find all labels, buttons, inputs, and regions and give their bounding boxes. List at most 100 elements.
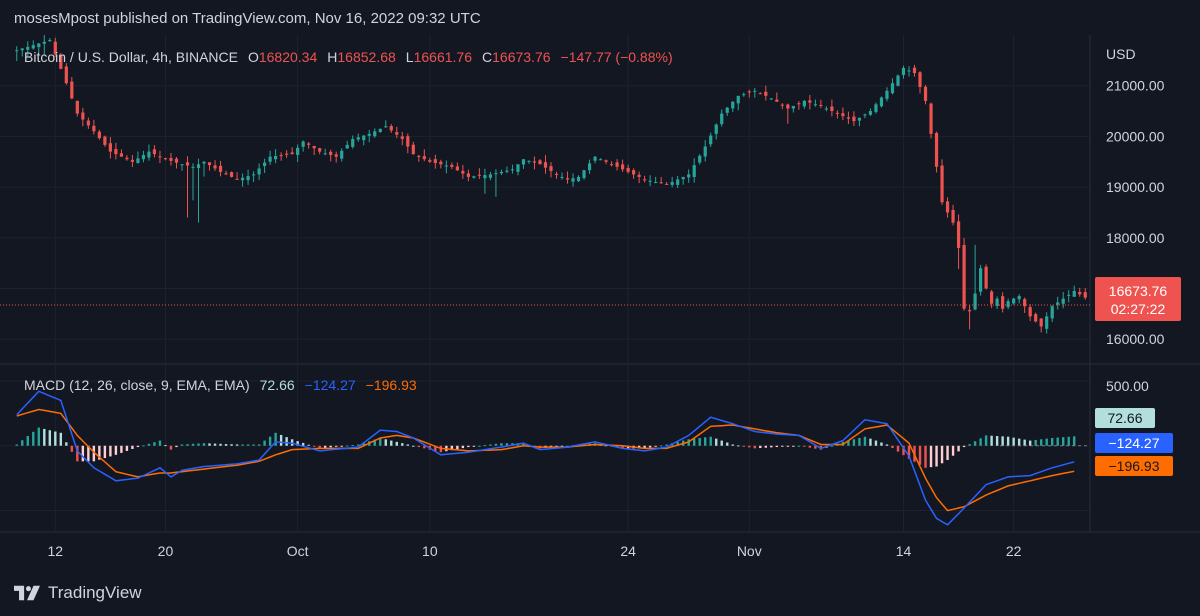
- candle-body: [758, 93, 762, 95]
- candle-body: [312, 145, 316, 149]
- macd-badge: [1095, 433, 1173, 453]
- time-tick: 20: [158, 543, 174, 559]
- candle-body: [665, 183, 669, 185]
- publish-info: mosesMpost published on TradingView.com,…: [14, 10, 481, 27]
- macd-histogram-bar: [693, 438, 696, 446]
- candle-body: [461, 170, 465, 174]
- candle-body: [202, 161, 206, 164]
- candle-body: [180, 164, 184, 166]
- candle-body: [472, 176, 476, 178]
- macd-histogram-bar: [329, 445, 332, 448]
- macd-histogram-bar: [125, 445, 129, 451]
- macd-histogram-bar: [1023, 439, 1026, 446]
- candle-body: [351, 138, 355, 147]
- candle-body: [736, 95, 740, 104]
- candle-body: [323, 153, 327, 155]
- candle-body: [119, 153, 123, 157]
- macd-histogram-bar: [456, 445, 459, 450]
- candle-body: [428, 160, 432, 162]
- macd-histogram-bar: [81, 445, 85, 462]
- macd-histogram-bar: [191, 443, 195, 446]
- candle-body: [863, 114, 867, 116]
- candle-body: [147, 151, 151, 158]
- candle-body: [731, 101, 735, 109]
- candle-body: [560, 176, 564, 178]
- tradingview-brand: TradingView: [48, 583, 142, 602]
- macd-histogram-bar: [847, 440, 850, 446]
- macd-histogram-bar: [891, 445, 894, 449]
- candle-body: [819, 104, 823, 106]
- candle-body: [70, 81, 74, 99]
- candle-body: [521, 159, 526, 165]
- candle-body: [229, 172, 234, 177]
- macd-histogram-bar: [54, 431, 57, 446]
- macd-histogram-bar: [346, 445, 349, 447]
- candle-body: [444, 165, 448, 167]
- macd-badge-value: −124.27: [1109, 435, 1160, 451]
- candle-body: [274, 156, 278, 160]
- candle-body: [1067, 294, 1071, 296]
- candle-body: [329, 151, 333, 155]
- macd-histogram-bar: [208, 443, 211, 446]
- macd-histogram-bar: [307, 444, 310, 446]
- candle-body: [191, 166, 195, 168]
- candle-body: [92, 125, 96, 132]
- macd-histogram-bar: [450, 445, 454, 451]
- candle-body: [345, 144, 349, 149]
- candle-body: [81, 112, 85, 120]
- macd-legend: MACD (12, 26, close, 9, EMA, EMA) 72.66 −1…: [24, 377, 417, 393]
- macd-histogram-bar: [494, 443, 498, 446]
- macd-histogram-bar: [1073, 436, 1076, 446]
- macd-histogram-bar: [412, 445, 415, 447]
- macd-histogram-bar: [384, 439, 387, 446]
- candle-body: [213, 165, 217, 169]
- macd-histogram-bar: [472, 445, 476, 447]
- candle-body: [775, 99, 779, 102]
- macd-histogram-bar: [665, 444, 668, 446]
- candle-body: [951, 209, 955, 223]
- candle-body: [576, 176, 581, 182]
- candle-body: [307, 143, 311, 145]
- candle-body: [26, 46, 30, 50]
- candle-body: [136, 158, 140, 164]
- macd-histogram-bar: [792, 445, 795, 447]
- macd-histogram-bar: [946, 445, 949, 461]
- candle-body: [940, 165, 944, 203]
- macd-histogram-bar: [285, 437, 288, 446]
- macd-histogram-bar: [621, 445, 624, 449]
- signal-badge-value: −196.93: [1109, 458, 1160, 474]
- macd-histogram-bar: [858, 437, 861, 446]
- macd-histogram-bar: [748, 445, 751, 448]
- candle-body: [532, 161, 537, 163]
- macd-histogram-bar: [775, 445, 779, 448]
- candle-body: [130, 159, 135, 162]
- macd-histogram-bar: [759, 445, 762, 449]
- candle-body: [587, 163, 592, 171]
- macd-histogram-bar: [1012, 437, 1015, 446]
- candle-body: [780, 104, 784, 106]
- candle-body: [962, 245, 966, 309]
- candle-body: [1028, 307, 1032, 317]
- candle-body: [59, 55, 63, 69]
- macd-histogram-bar: [92, 445, 96, 462]
- candle-body: [488, 174, 493, 178]
- macd-histogram-bar: [175, 445, 178, 448]
- macd-histogram-bar: [1034, 439, 1037, 446]
- macd-histogram-bar: [180, 444, 184, 446]
- macd-histogram-bar: [902, 445, 905, 456]
- macd-histogram-bar: [70, 445, 74, 452]
- macd-histogram-bar: [1017, 438, 1021, 446]
- macd-histogram-bar: [918, 445, 922, 465]
- macd-histogram-bar: [59, 432, 63, 446]
- signal-line: [16, 408, 1075, 512]
- candle-body: [196, 164, 201, 169]
- macd-histogram-bar: [1006, 436, 1010, 446]
- candle-body: [742, 94, 746, 96]
- candle-body: [593, 156, 597, 161]
- macd-histogram-bar: [340, 445, 343, 447]
- macd-histogram-bar: [48, 430, 51, 446]
- candle-body: [15, 50, 19, 52]
- candle-body: [643, 179, 647, 181]
- footer: TradingView: [14, 583, 142, 603]
